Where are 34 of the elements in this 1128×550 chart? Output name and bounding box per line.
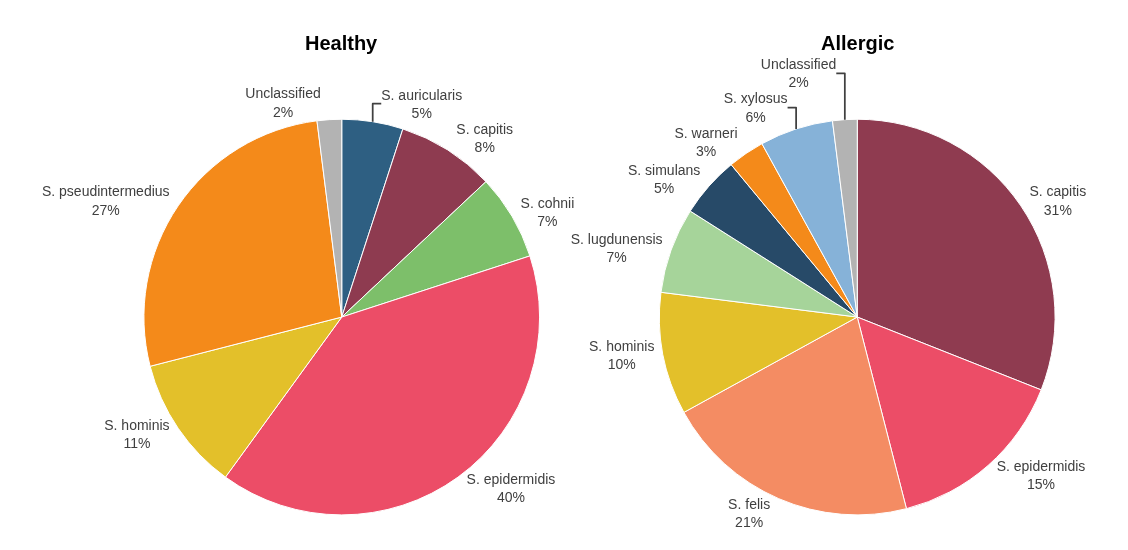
slice-label: S. epidermidis	[466, 471, 556, 488]
slice-label: Unclassified	[245, 85, 321, 102]
data-label: 21%	[735, 514, 764, 531]
chart-title: Allergic	[821, 32, 895, 54]
data-label: 2%	[788, 74, 809, 91]
slice-label: S. warneri	[674, 124, 738, 141]
slice-label: S. capitis	[456, 120, 514, 137]
slice-label: S. lugdunensis	[570, 231, 663, 247]
data-label: 10%	[607, 355, 636, 372]
slice-label: S. cohnii	[520, 194, 575, 211]
slice-label: S. epidermidis	[996, 457, 1086, 474]
data-label: 40%	[496, 489, 525, 506]
data-label: 7%	[537, 213, 558, 230]
data-label: 11%	[123, 434, 151, 451]
data-label: 15%	[1026, 476, 1055, 493]
slice-label: S. capitis	[1029, 183, 1087, 200]
data-label: 2%	[272, 103, 294, 120]
slice-label: S. xylosus	[723, 90, 788, 107]
slice-label: S. auricularis	[381, 86, 463, 103]
slice-label: Unclassified	[760, 56, 837, 73]
data-label: 31%	[1043, 201, 1072, 218]
data-label: 3%	[695, 142, 717, 159]
data-label: 6%	[745, 108, 766, 125]
slice-label: S. felis	[728, 495, 771, 512]
data-label: 5%	[654, 179, 675, 196]
data-label: 7%	[606, 249, 627, 266]
slice-label: S. hominis	[104, 416, 170, 433]
data-label: 27%	[91, 201, 120, 218]
slice-label: S. pseudintermedius	[41, 183, 170, 200]
data-label: 5%	[411, 104, 432, 121]
slice-label: S. simulans	[627, 161, 701, 178]
chart-title: Healthy	[305, 32, 379, 54]
slice-label: S. hominis	[589, 337, 655, 354]
data-label: 8%	[474, 138, 495, 155]
